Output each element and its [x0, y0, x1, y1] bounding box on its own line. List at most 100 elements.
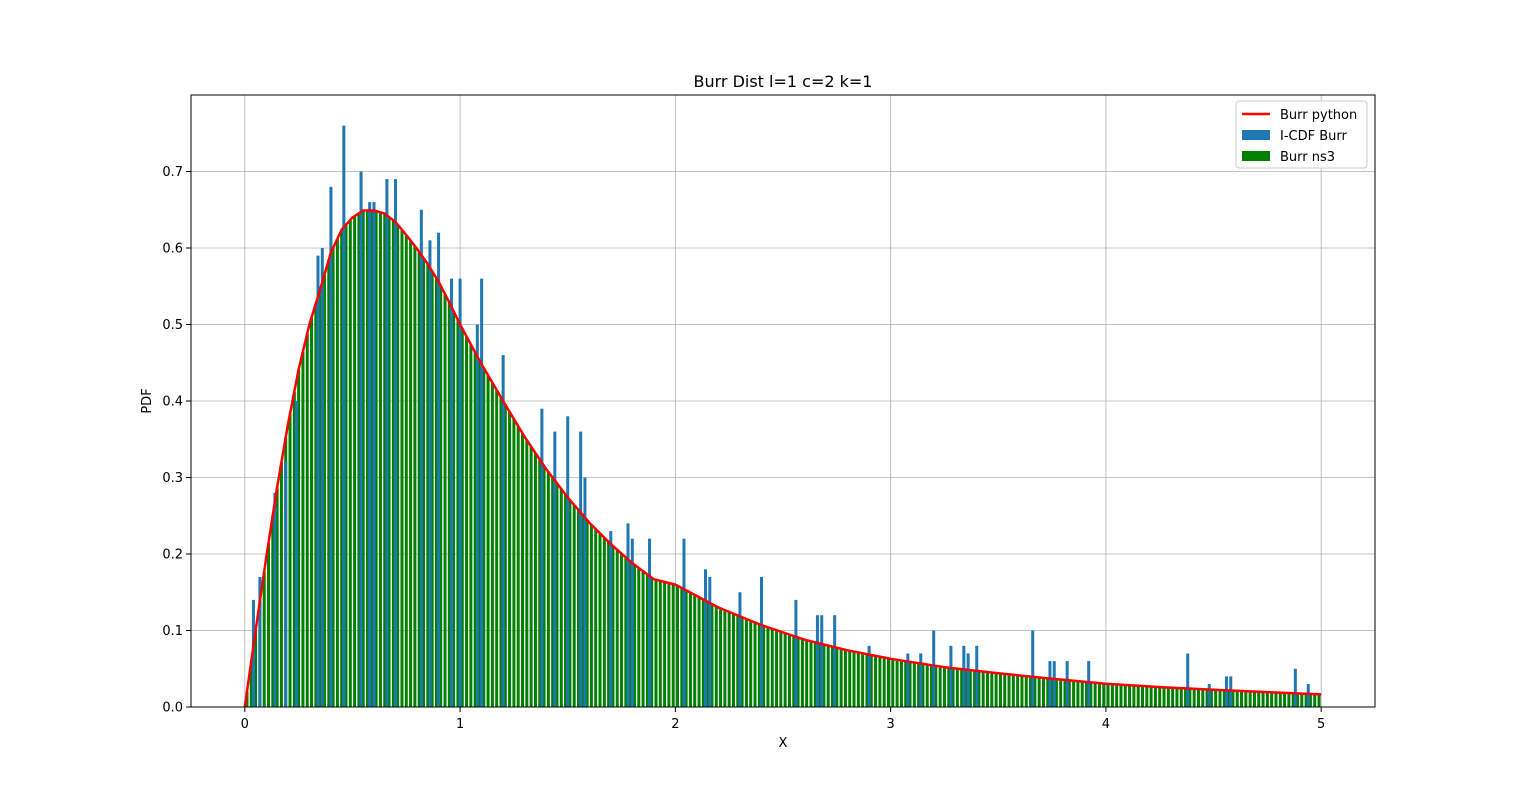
ns3-bar — [1179, 688, 1183, 707]
ns3-bar — [1106, 683, 1110, 707]
ns3-bar — [805, 640, 809, 707]
ns3-bar — [254, 630, 258, 707]
ns3-bar — [499, 397, 503, 707]
icdf-bar — [906, 653, 910, 707]
ns3-bar — [1132, 685, 1136, 707]
ns3-bar — [1214, 689, 1218, 707]
ns3-bar — [861, 653, 865, 707]
ns3-bar — [378, 212, 382, 707]
ns3-bar — [1175, 687, 1179, 707]
ns3-bar — [973, 670, 977, 707]
ns3-bar — [512, 418, 516, 707]
ns3-bar — [706, 601, 710, 707]
ns3-bar — [843, 649, 847, 707]
ns3-bar — [981, 671, 985, 707]
ns3-bar — [335, 238, 339, 707]
ns3-bar — [318, 289, 322, 707]
ns3-bar — [465, 336, 469, 707]
legend-swatch-icdf-burr — [1242, 130, 1270, 140]
ns3-bar — [1196, 689, 1200, 707]
ns3-bar — [434, 278, 438, 707]
ns3-bar — [1110, 684, 1114, 707]
ns3-bar — [271, 515, 275, 707]
ns3-bar — [1016, 675, 1020, 707]
ns3-bar — [443, 294, 447, 707]
ns3-bar — [1300, 693, 1304, 707]
icdf-bar — [1224, 676, 1228, 707]
icdf-bar — [759, 576, 763, 707]
ns3-bar — [568, 499, 572, 707]
ns3-bar — [731, 613, 735, 707]
ns3-bar — [744, 618, 748, 707]
ns3-bar — [447, 302, 451, 707]
ns3-bar — [723, 610, 727, 707]
ns3-bar — [938, 666, 942, 707]
ns3-bar — [947, 667, 951, 707]
y-tick-label: 0.3 — [162, 471, 183, 486]
ns3-bar — [1257, 691, 1261, 707]
ns3-bar — [977, 671, 981, 707]
icdf-bar — [258, 576, 262, 707]
ns3-bar — [934, 665, 938, 707]
ns3-bar — [968, 670, 972, 707]
ns3-bar — [413, 246, 417, 708]
ns3-bar — [1123, 684, 1127, 707]
ns3-bar — [671, 584, 675, 707]
ns3-bar — [327, 259, 331, 707]
ns3-bar — [624, 557, 628, 707]
ns3-bar — [826, 645, 830, 707]
ns3-bar — [249, 661, 253, 707]
ns3-bar — [460, 328, 464, 707]
x-tick-label: 2 — [671, 717, 679, 732]
icdf-bar — [1186, 653, 1190, 707]
ns3-bar — [848, 650, 852, 707]
ns3-bar — [835, 647, 839, 707]
ns3-bar — [508, 411, 512, 707]
ns3-bar — [426, 264, 430, 707]
ns3-bar — [942, 667, 946, 707]
ns3-bar — [658, 580, 662, 707]
ns3-bar — [766, 627, 770, 707]
icdf-bar — [437, 232, 441, 707]
ns3-bar — [1003, 673, 1007, 707]
ns3-bar — [279, 462, 283, 707]
ns3-bar — [383, 213, 387, 707]
ns3-bar — [620, 553, 624, 707]
x-tick-label: 4 — [1102, 717, 1110, 732]
ns3-bar — [314, 303, 318, 707]
ns3-bar — [353, 216, 357, 707]
ns3-bar — [904, 661, 908, 707]
ns3-bar — [456, 320, 460, 707]
ns3-bar — [637, 567, 641, 707]
icdf-bar — [966, 653, 970, 707]
ns3-bar — [1192, 688, 1196, 707]
ns3-bar — [818, 643, 822, 707]
ns3-bar — [1252, 691, 1256, 707]
ns3-bar — [598, 533, 602, 707]
ns3-bar — [1205, 689, 1209, 707]
ns3-bar — [1097, 683, 1101, 707]
icdf-bar — [553, 431, 557, 707]
ns3-bar — [340, 229, 344, 707]
ns3-bar — [908, 661, 912, 707]
icdf-bar — [294, 401, 298, 707]
ns3-bar — [1166, 687, 1170, 707]
ns3-bar — [366, 210, 370, 707]
ns3-bar — [297, 369, 301, 707]
ns3-bar — [581, 515, 585, 707]
ns3-bar — [1287, 693, 1291, 707]
ns3-bar — [1162, 687, 1166, 707]
ns3-bar — [503, 404, 507, 707]
y-axis-label: PDF — [140, 388, 155, 413]
ns3-bar — [266, 543, 270, 707]
ns3-bar — [1270, 692, 1274, 707]
ns3-bar — [891, 659, 895, 707]
ns3-bar — [1184, 688, 1188, 707]
icdf-bar — [962, 645, 966, 707]
ns3-bar — [310, 317, 314, 707]
ns3-bar — [787, 634, 791, 707]
icdf-bar — [1087, 661, 1091, 707]
y-tick-label: 0.0 — [162, 701, 183, 716]
ns3-bar — [628, 561, 632, 707]
ns3-bar — [930, 665, 934, 707]
